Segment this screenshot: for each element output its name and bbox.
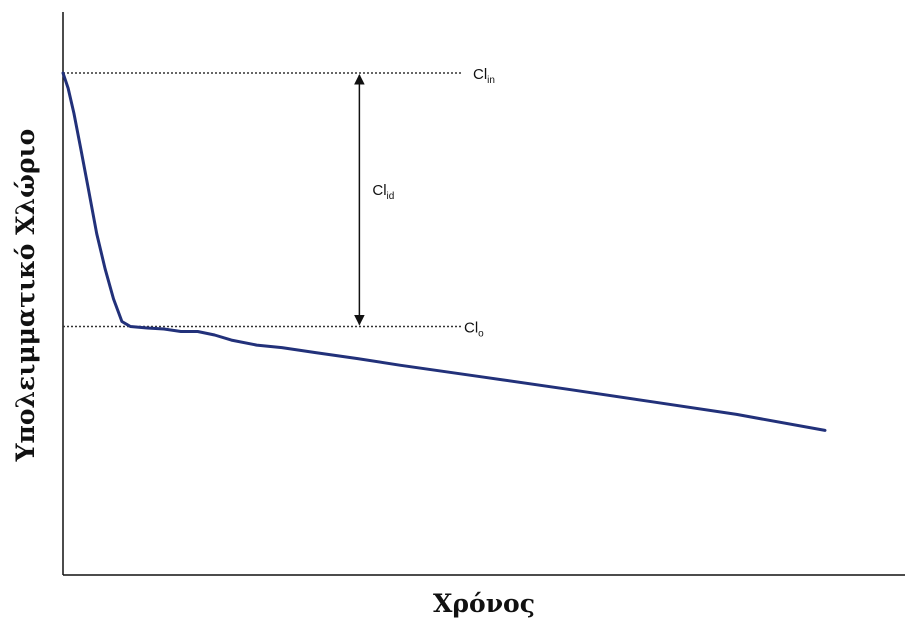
plot-area <box>63 12 905 575</box>
chlorine-decay-line <box>61 71 827 432</box>
cl-in-label: Clin <box>473 66 495 86</box>
cl-id-label: Clid <box>372 182 394 202</box>
cl-o-label: Clo <box>464 320 484 340</box>
x-axis-title: Χρόνος <box>433 589 535 618</box>
y-axis-title: Υπολειμματικό Χλώριο <box>11 129 40 463</box>
